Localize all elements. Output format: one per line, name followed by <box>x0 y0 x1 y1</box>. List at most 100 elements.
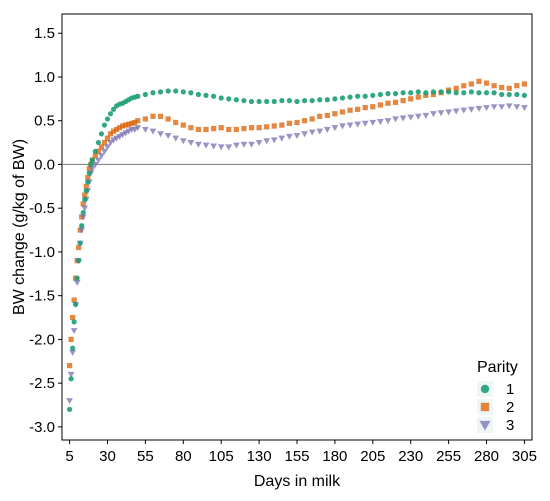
series-1-point <box>76 258 82 264</box>
series-2-point <box>521 81 528 87</box>
series-1-point <box>499 91 505 98</box>
series-1-point <box>226 96 232 102</box>
series-2-point <box>142 116 148 122</box>
series-3-point <box>142 126 149 133</box>
series-2-point <box>499 84 505 91</box>
series-3-point <box>384 118 392 125</box>
series-1-point <box>195 91 202 98</box>
series-1-point <box>400 90 406 96</box>
series-1-point <box>86 170 92 176</box>
x-tick-label: 105 <box>209 448 234 465</box>
series-3-point <box>392 116 399 123</box>
series-3-point <box>217 144 225 151</box>
series-3-point <box>66 398 73 405</box>
x-tick-label: 55 <box>137 448 154 465</box>
series-3-point <box>361 120 369 127</box>
series-1-point <box>157 89 164 95</box>
series-2-point <box>248 125 255 131</box>
series-3-point <box>354 121 362 128</box>
series-1-point <box>453 90 459 96</box>
series-1-point <box>233 97 239 103</box>
series-1-point <box>370 92 376 98</box>
series-1-point <box>392 91 399 97</box>
x-tick-label: 155 <box>284 448 309 465</box>
series-3-point <box>202 142 210 149</box>
x-tick-label: 205 <box>360 448 385 465</box>
series-1-point <box>438 89 444 95</box>
series-2-point <box>286 120 293 126</box>
series-3-point <box>78 227 86 234</box>
series-2-point <box>256 125 262 131</box>
series-1-point <box>385 91 391 97</box>
series-2-point <box>211 125 217 132</box>
series-2-point <box>233 126 239 133</box>
y-tick-label: -3.0 <box>29 419 55 436</box>
series-1-point <box>165 88 171 94</box>
series-1-point <box>92 148 98 154</box>
series-2-point <box>476 78 482 84</box>
series-3-point <box>195 141 202 148</box>
series-2-point <box>188 125 194 131</box>
series-2-point <box>400 97 406 104</box>
series-1-points <box>66 88 528 412</box>
series-1-point <box>514 91 520 98</box>
series-3-point <box>331 125 339 132</box>
y-tick-label: -1.0 <box>29 244 55 261</box>
series-3-point <box>255 140 263 146</box>
series-2-point <box>355 106 361 112</box>
series-3-point <box>422 112 430 119</box>
series-1-point <box>248 98 255 105</box>
series-2-point <box>408 96 414 102</box>
series-3-point <box>414 113 422 120</box>
series-1-point <box>66 406 73 412</box>
series-1-point <box>83 188 89 194</box>
series-2-point <box>324 112 330 119</box>
series-3-point <box>301 131 308 138</box>
y-tick-label: -0.5 <box>29 200 55 217</box>
series-1-point <box>142 91 148 98</box>
series-2-point <box>514 83 520 89</box>
y-tick-label: 0.0 <box>34 156 55 173</box>
series-1-point <box>188 90 194 96</box>
series-1-point <box>241 97 247 104</box>
series-1-point <box>77 240 83 246</box>
series-2-point <box>218 125 224 131</box>
series-2-point <box>226 126 232 133</box>
series-2-point <box>377 102 383 108</box>
series-3-point <box>490 104 498 111</box>
series-1-point <box>286 97 293 104</box>
series-2-point <box>468 81 474 87</box>
series-1-point <box>88 161 94 168</box>
x-tick-label: 180 <box>322 448 347 465</box>
x-tick-label: 255 <box>436 448 461 465</box>
series-1-point <box>264 98 270 105</box>
series-2-point <box>135 118 141 124</box>
series-1-point <box>468 89 474 95</box>
series-2-point <box>98 144 105 150</box>
series-3-point <box>483 105 490 111</box>
legend-label: 3 <box>506 417 514 434</box>
series-1-point <box>491 90 497 96</box>
series-1-point <box>203 92 209 98</box>
series-1-point <box>279 97 285 104</box>
series-1-point <box>347 94 353 100</box>
series-2-point <box>123 122 129 128</box>
series-3-point <box>225 144 233 151</box>
legend-key-series-2 <box>480 402 490 412</box>
series-3-point <box>278 135 286 142</box>
series-3-point <box>399 115 407 122</box>
series-3-point <box>107 140 114 146</box>
x-tick-label: 130 <box>247 448 272 465</box>
series-3-point <box>407 114 415 121</box>
series-1-point <box>180 89 186 95</box>
series-1-point <box>430 89 437 95</box>
series-1-point <box>408 90 414 96</box>
series-3-point <box>69 349 76 356</box>
series-2-point <box>294 119 300 126</box>
x-axis-label: Days in milk <box>254 473 341 490</box>
series-3-point <box>323 126 331 133</box>
series-3-point <box>81 205 89 212</box>
series-1-point <box>95 139 101 146</box>
x-tick-label: 5 <box>65 448 73 465</box>
